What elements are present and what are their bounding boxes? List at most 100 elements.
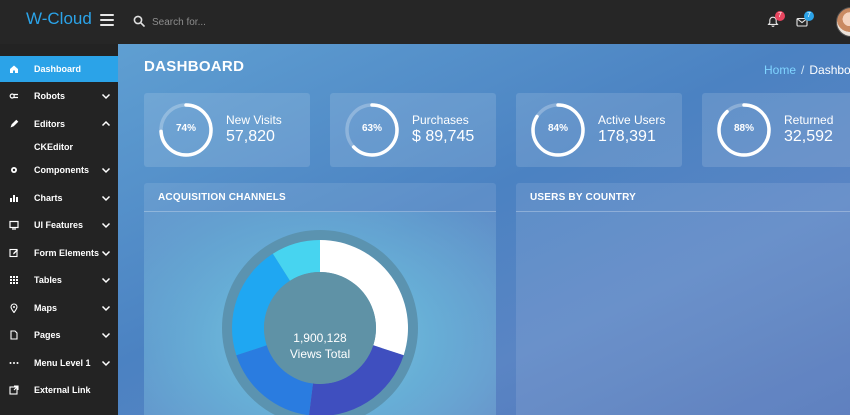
donut-slice-2[interactable] (309, 345, 404, 415)
stat-value: $ 89,745 (412, 128, 475, 145)
notifications-button[interactable]: 7 (767, 11, 785, 31)
sidebar-item-label: Menu Level 1 (34, 358, 91, 368)
donut-center-label: Views Total (289, 347, 351, 361)
breadcrumb-separator: / (801, 63, 805, 77)
stat-value: 178,391 (598, 128, 656, 145)
sidebar-item-label: External Link (34, 385, 91, 395)
progress-ring (345, 103, 399, 157)
sidebar: Dashboard Robots Editors CKEditor Compon… (0, 44, 118, 415)
sidebar-item-ui-features[interactable]: UI Features (0, 212, 118, 238)
sidebar-item-external-link[interactable]: External Link (0, 377, 118, 403)
panel-divider (144, 211, 496, 212)
sidebar-item-label: Robots (34, 91, 65, 101)
donut-slice-3[interactable] (236, 345, 313, 415)
sidebar-item-charts[interactable]: Charts (0, 185, 118, 211)
pencil-icon (10, 119, 19, 128)
donut-slice-5[interactable] (272, 240, 320, 281)
chevron-down-icon (101, 360, 111, 367)
users-by-country-panel: USERS BY COUNTRY (516, 183, 850, 415)
progress-ring (159, 103, 213, 157)
sidebar-item-label: Dashboard (34, 64, 82, 74)
progress-percent: 88% (733, 123, 754, 134)
progress-ring (717, 103, 771, 157)
stat-value: 57,820 (226, 128, 275, 145)
progress-ring (531, 103, 585, 157)
donut-center-value: 1,900,128 (293, 331, 347, 345)
stat-label: Returned (784, 113, 834, 127)
more-icon (9, 362, 19, 364)
search-input[interactable] (152, 13, 352, 31)
chevron-down-icon (101, 332, 111, 339)
chevron-down-icon (101, 222, 111, 229)
progress-percent: 74% (175, 123, 196, 134)
panel-title: USERS BY COUNTRY (530, 192, 636, 203)
breadcrumb-home-link[interactable]: Home (764, 63, 797, 77)
chevron-down-icon (101, 93, 111, 100)
stat-label: Active Users (598, 113, 666, 127)
main-content: DASHBOARD Home / Dashboard 74% New Visits … (118, 44, 850, 415)
monitor-icon (9, 220, 19, 230)
file-icon (10, 330, 18, 340)
stat-card-purchases: 63% Purchases $ 89,745 (330, 93, 496, 167)
chevron-up-icon (101, 120, 111, 127)
sidebar-item-label: Maps (34, 303, 58, 313)
sidebar-item-label: Editors (34, 119, 66, 129)
chevron-down-icon (101, 195, 111, 202)
progress-percent: 84% (547, 123, 568, 134)
stat-card-returned: 88% Returned 32,592 (702, 93, 850, 167)
chevron-down-icon (101, 277, 111, 284)
sidebar-subitem-label: CKEditor (34, 142, 73, 152)
stat-label: New Visits (226, 113, 282, 127)
acquisition-chart-area: 1,900,128 Views Total (144, 212, 496, 415)
stat-value: 32,592 (784, 128, 833, 145)
top-navbar: W-Cloud 7 7 (0, 0, 850, 44)
panel-divider (516, 211, 850, 212)
stat-label: Purchases (412, 113, 469, 127)
sidebar-item-editors[interactable]: Editors (0, 111, 118, 137)
sidebar-item-dashboard[interactable]: Dashboard (0, 56, 118, 82)
sidebar-item-label: Form Elements (34, 248, 100, 258)
sidebar-item-label: Pages (34, 330, 61, 340)
sidebar-item-label: Tables (34, 275, 62, 285)
robot-icon (9, 93, 18, 99)
envelope-icon (796, 17, 808, 27)
sidebar-item-maps[interactable]: Maps (0, 295, 118, 321)
chevron-down-icon (101, 250, 111, 257)
home-icon (10, 65, 18, 73)
search-icon (133, 15, 145, 27)
sidebar-item-menu-level-1[interactable]: Menu Level 1 (0, 350, 118, 376)
map-pin-icon (10, 303, 18, 313)
chevron-down-icon (101, 305, 111, 312)
messages-badge: 7 (804, 11, 814, 21)
external-link-icon (9, 385, 19, 395)
bell-icon (767, 16, 779, 27)
app-logo[interactable]: W-Cloud (26, 9, 92, 28)
stat-card-new-visits: 74% New Visits 57,820 (144, 93, 310, 167)
gear-icon (11, 167, 17, 173)
sidebar-item-components[interactable]: Components (0, 157, 118, 183)
panel-title: ACQUISITION CHANNELS (158, 192, 286, 203)
sidebar-item-pages[interactable]: Pages (0, 322, 118, 348)
menu-toggle-icon[interactable] (100, 14, 114, 26)
breadcrumb: Home / Dashboard (764, 63, 850, 77)
sidebar-item-tables[interactable]: Tables (0, 267, 118, 293)
user-avatar[interactable] (836, 7, 850, 37)
notifications-badge: 7 (775, 11, 785, 21)
donut-slice-4[interactable] (232, 253, 290, 356)
stat-card-active-users: 84% Active Users 178,391 (516, 93, 682, 167)
sidebar-item-label: UI Features (34, 220, 84, 230)
progress-percent: 63% (361, 123, 382, 134)
chevron-down-icon (101, 167, 111, 174)
sidebar-item-label: Components (34, 165, 89, 175)
breadcrumb-current: Dashboard (809, 63, 850, 77)
acquisition-donut-chart (222, 230, 418, 415)
sidebar-item-label: Charts (34, 193, 63, 203)
bar-chart-icon (10, 195, 18, 202)
sidebar-subitem-ckeditor[interactable]: CKEditor (0, 136, 118, 158)
sidebar-item-robots[interactable]: Robots (0, 83, 118, 109)
messages-button[interactable]: 7 (796, 11, 814, 31)
edit-form-icon (9, 248, 18, 258)
acquisition-channels-panel: ACQUISITION CHANNELS 1,900,128 Views Tot… (144, 183, 496, 415)
sidebar-item-form-elements[interactable]: Form Elements (0, 240, 118, 266)
donut-slice-1[interactable] (320, 240, 408, 356)
